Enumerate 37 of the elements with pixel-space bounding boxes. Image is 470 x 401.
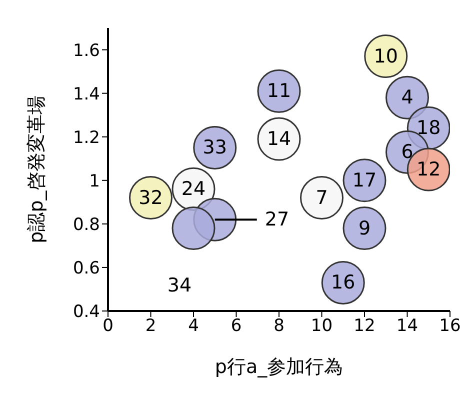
annotation: 9 [358, 217, 371, 240]
x-tick-label: 12 [354, 316, 376, 336]
x-tick-label: 4 [188, 316, 199, 336]
y-tick-label: 1.6 [72, 40, 100, 61]
annotation: 33 [202, 136, 227, 159]
annotation: 34 [167, 274, 192, 296]
x-tick-label: 8 [274, 316, 284, 336]
x-tick-label: 16 [439, 316, 461, 336]
annotation: 12 [416, 158, 441, 180]
y-axis-title: p認p_啓発変革場 [26, 96, 48, 244]
y-tick-label: 0.8 [72, 214, 100, 235]
annotation: 24 [181, 178, 206, 200]
annotation: 11 [266, 80, 292, 102]
x-tick-label: 10 [310, 316, 333, 336]
annotation: 14 [266, 128, 292, 150]
x-tick-label: 0 [102, 316, 114, 336]
annotation: 6 [401, 141, 414, 164]
y-tick-label: 0.6 [72, 258, 100, 278]
annotation: 10 [374, 45, 398, 68]
annotation: 32 [138, 186, 163, 209]
y-tick-label: 1 [89, 171, 100, 192]
annotation: 16 [331, 272, 356, 294]
annotation: 4 [401, 86, 414, 109]
point [300, 176, 344, 220]
y-tick-label: 0.4 [72, 302, 100, 322]
x-axis-title: p行a_参加行為 [214, 356, 344, 378]
x-tick-label: 6 [230, 316, 242, 336]
annotation: 27 [264, 208, 290, 231]
point [342, 206, 386, 250]
x-tick-label: 14 [396, 316, 418, 336]
point [172, 206, 216, 250]
y-tick-label: 1.2 [72, 128, 100, 148]
annotation: 18 [416, 117, 441, 140]
annotation: 17 [352, 169, 377, 192]
annotation: 7 [316, 186, 328, 209]
x-tick-label: 2 [145, 316, 156, 336]
y-tick-label: 1.4 [72, 84, 100, 104]
